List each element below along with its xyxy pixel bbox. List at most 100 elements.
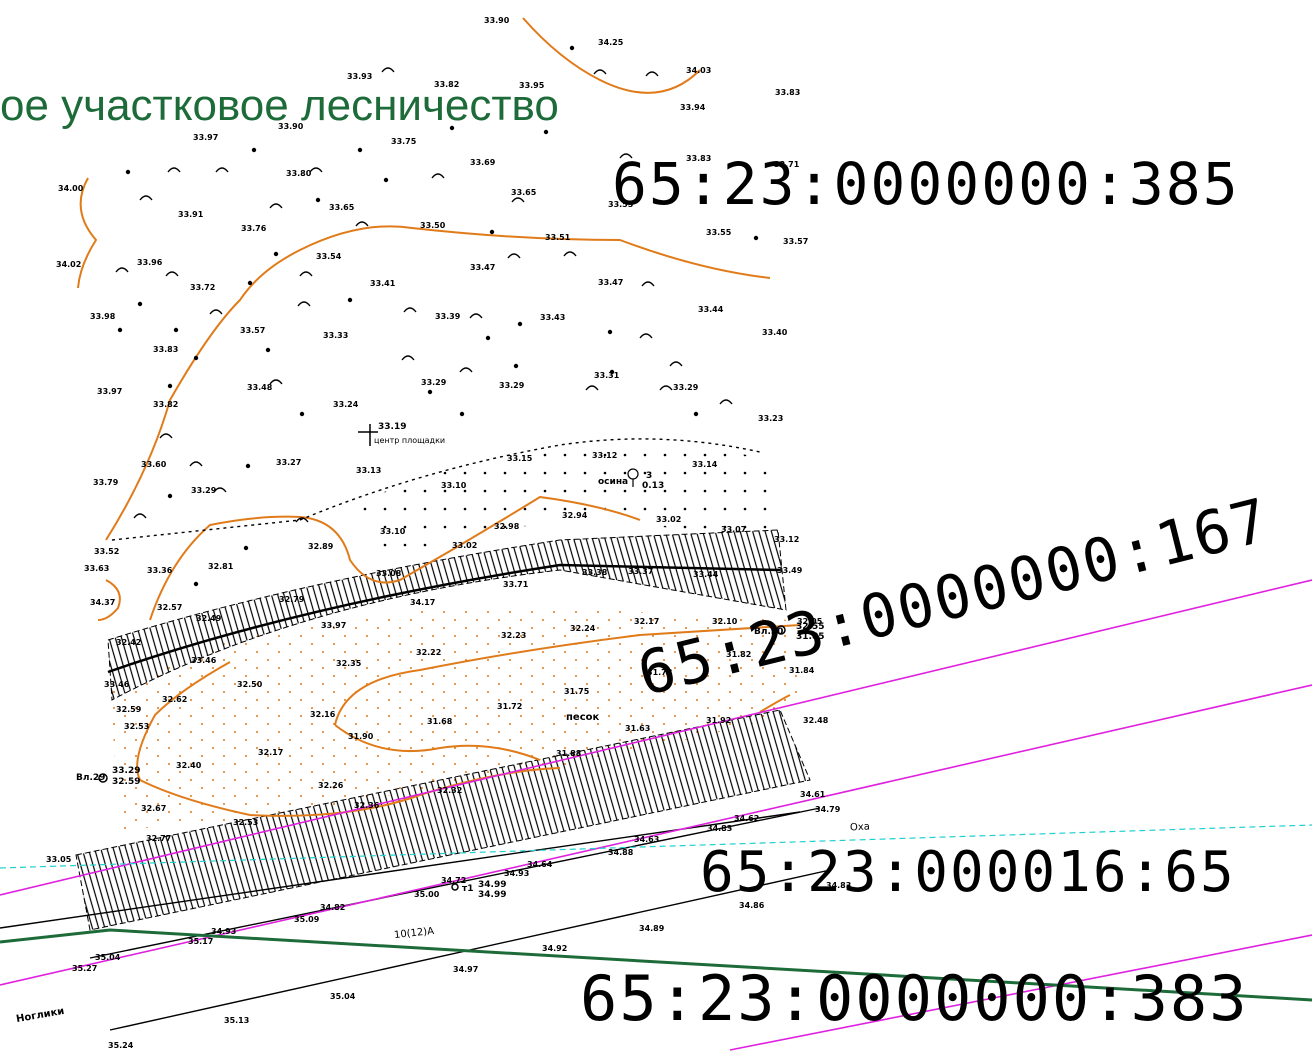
- elevation-label: 33.57: [240, 326, 266, 335]
- elevation-label: 32.42: [116, 638, 142, 647]
- elevation-label: 33.63: [84, 564, 110, 573]
- elevation-label: 31.63: [625, 724, 651, 733]
- embankment-crest: [107, 563, 781, 674]
- elevation-label: 32.98: [494, 522, 520, 531]
- center-elevation: 33.19: [378, 422, 407, 432]
- well-29-bottom: 32.59: [112, 777, 141, 787]
- elevation-label: 33.54: [316, 252, 342, 261]
- elevation-label: 33.33: [323, 331, 349, 340]
- elevation-label: 34.82: [320, 903, 346, 912]
- elevation-label: 34.79: [815, 805, 841, 814]
- elevation-label: 32.17: [258, 748, 284, 757]
- elevation-label: 32.53: [124, 722, 150, 731]
- elevation-label: 33.10: [441, 481, 467, 490]
- elevation-label: 34.92: [542, 944, 568, 953]
- sand-label: песок: [566, 712, 600, 723]
- elevation-label: 32.24: [570, 624, 596, 633]
- elevation-label: 33.27: [276, 458, 302, 467]
- elevation-label: 32.05: [797, 617, 823, 626]
- parcel-label-16-65: 65:23:000016:65: [700, 840, 1236, 905]
- elevation-label: 34.61: [800, 790, 826, 799]
- elevation-label: 35.24: [108, 1041, 134, 1050]
- elevation-label: 33.38: [582, 568, 608, 577]
- parcel-label-385: 65:23:0000000:385: [612, 150, 1240, 218]
- elevation-label: 33.79: [93, 478, 119, 487]
- elevation-label: 32.62: [162, 695, 188, 704]
- elevation-label: 34.64: [527, 860, 553, 869]
- elevation-label: 35.13: [224, 1016, 250, 1025]
- elevation-label: 34.63: [634, 835, 660, 844]
- center-label: центр площадки: [374, 436, 446, 445]
- elevation-label: 33.37: [628, 567, 654, 576]
- elevation-label: 33.46: [191, 656, 217, 665]
- elevation-label: 32.48: [803, 716, 829, 725]
- elevation-label: 33.14: [692, 460, 718, 469]
- aspen-label: осина: [598, 477, 629, 487]
- elevation-label: 34.83: [826, 881, 852, 890]
- elevation-label: 32.40: [176, 761, 202, 770]
- elevation-label: 33.08: [376, 569, 402, 578]
- elevation-label: 33.83: [153, 345, 179, 354]
- elevation-label: 33.80: [286, 169, 312, 178]
- elevation-label: 33.96: [137, 258, 163, 267]
- elevation-label: 31.82: [726, 650, 752, 659]
- vegetation-dots: [117, 45, 759, 587]
- elevation-label: 33.97: [193, 133, 219, 142]
- elevation-label: 34.93: [211, 927, 237, 936]
- elevation-label: 34.62: [734, 814, 760, 823]
- elevation-label: 34.25: [598, 38, 624, 47]
- elevation-label: 32.81: [208, 562, 234, 571]
- elevation-label: 33.23: [758, 414, 784, 423]
- elevation-label: 32.53: [233, 818, 259, 827]
- elevation-label: 33.72: [190, 283, 216, 292]
- elevation-label: 33.29: [421, 378, 447, 387]
- parcel-label-383: 65:23:0000000:383: [580, 962, 1249, 1035]
- elevation-label: 34.17: [410, 598, 436, 607]
- elevation-label: 33.29: [499, 381, 525, 390]
- elevation-label: 34.03: [686, 66, 712, 75]
- elevation-label: 33.39: [435, 312, 461, 321]
- elevation-label: 33.50: [420, 221, 446, 230]
- tree-aspen-icon: [627, 468, 639, 487]
- elevation-label: 32.17: [634, 617, 660, 626]
- elevation-label: 32.16: [310, 710, 336, 719]
- elevation-label: 31.84: [789, 666, 815, 675]
- elevation-label: 33.91: [178, 210, 204, 219]
- elevation-label: 33.36: [147, 566, 173, 575]
- elevation-label: 33.47: [470, 263, 496, 272]
- well-30-top: 32.55: [796, 622, 825, 632]
- elevation-label: 33.13: [356, 466, 382, 475]
- elevation-label: 33.55: [608, 200, 634, 209]
- elevation-label: 32.35: [336, 659, 362, 668]
- embankment-lower: [75, 709, 811, 931]
- elevation-label: 32.59: [116, 705, 142, 714]
- elevation-label: 33.71: [774, 160, 800, 169]
- elevation-label: 33.43: [540, 313, 566, 322]
- embankment-upper: [107, 529, 787, 701]
- elevation-label: 33.41: [370, 279, 396, 288]
- elevation-label: 33.51: [545, 233, 571, 242]
- elevation-label: 33.29: [673, 383, 699, 392]
- elevation-label: 32.22: [416, 648, 442, 657]
- elevation-label: 33.29: [191, 486, 217, 495]
- elevation-label: 33.05: [46, 855, 72, 864]
- elevation-label: 33.98: [90, 312, 116, 321]
- elevation-label: 33.48: [247, 383, 273, 392]
- well-30-label: Вл.30: [754, 627, 784, 637]
- elevation-label: 33.02: [452, 541, 478, 550]
- center-mark: [358, 424, 378, 446]
- well-30-mark: [776, 625, 786, 635]
- elevation-label: 33.97: [321, 621, 347, 630]
- elevation-label: 33.90: [484, 16, 510, 25]
- okha-label: Оха: [849, 821, 871, 834]
- point-t1-top: 34.99: [478, 880, 507, 890]
- elevation-label: 33.07: [721, 525, 747, 534]
- elevation-label: 33.12: [592, 451, 618, 460]
- elevation-label: 33.93: [347, 72, 373, 81]
- elevation-label: 31.75: [564, 687, 590, 696]
- elevation-label: 33.44: [698, 305, 724, 314]
- elevation-label: 33.90: [278, 122, 304, 131]
- point-t1-mark: [451, 883, 459, 891]
- elevation-label: 32.23: [501, 631, 527, 640]
- elevation-label: 32.79: [279, 595, 305, 604]
